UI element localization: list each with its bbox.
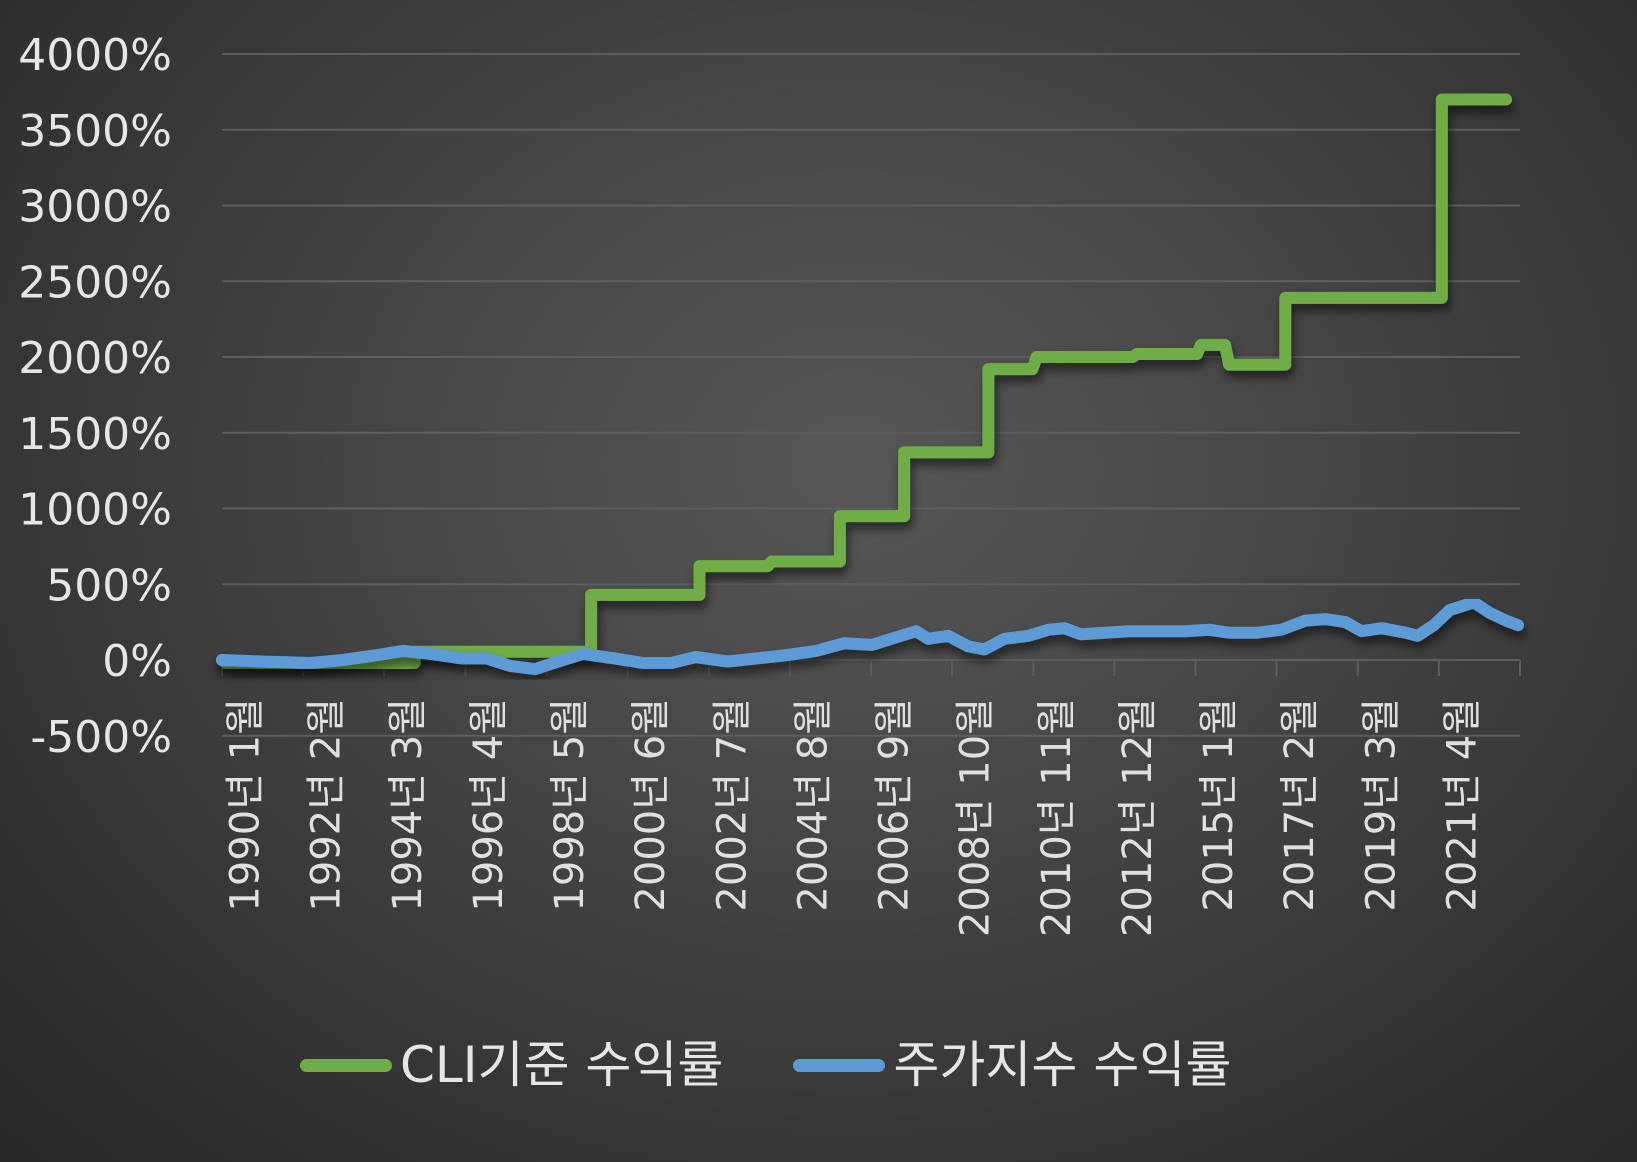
x-tick-label: 2019년 3월	[1358, 698, 1404, 912]
y-tick-label: 500%	[46, 560, 172, 611]
x-tick-label: 1990년 1월	[223, 698, 269, 912]
x-tick-label: 1992년 2월	[304, 698, 350, 912]
x-tick-label: 2000년 6월	[628, 698, 674, 912]
legend-label: CLI기준 수익률	[400, 1036, 724, 1094]
y-tick-label: 1000%	[18, 485, 172, 536]
gridlines	[222, 53, 1520, 737]
legend-item-cli[interactable]: CLI기준 수익률	[300, 1040, 723, 1090]
y-tick-label: 0%	[102, 636, 172, 687]
x-axis: 1990년 1월 1992년 2월 1994년 3월 1996년 4월 1998년 5월…	[221, 660, 1521, 937]
x-tick-label: 2021년 4월	[1439, 698, 1485, 912]
legend-item-index[interactable]: 주가지수 수익률	[793, 1040, 1231, 1090]
y-tick-label: 2500%	[18, 257, 172, 308]
legend-swatch-green-line-icon	[300, 1058, 392, 1072]
x-tick-label: 1998년 5월	[547, 698, 593, 912]
x-tick-label: 2017년 2월	[1277, 698, 1323, 912]
y-tick-label: 3500%	[18, 106, 172, 157]
series-cli-line	[216, 93, 1512, 669]
y-tick-label: 3000%	[18, 182, 172, 233]
x-tick-label: 2008년 10월	[953, 698, 999, 937]
y-tick-label: 2000%	[18, 333, 172, 384]
legend-swatch-blue-line-icon	[793, 1058, 886, 1072]
legend: CLI기준 수익률 주가지수 수익률	[300, 1040, 1231, 1090]
y-tick-label: 4000%	[18, 30, 172, 81]
series-index-line	[216, 596, 1524, 676]
y-tick-label: 1500%	[18, 409, 172, 460]
x-tick-label: 2010년 11월	[1034, 698, 1080, 937]
x-tick-label: 2004년 8월	[790, 698, 836, 912]
y-tick-label: -500%	[30, 712, 172, 763]
x-tick-label: 2002년 7월	[709, 698, 755, 912]
x-tick-label: 2006년 9월	[872, 698, 918, 912]
y-axis: 4000% 3500% 3000% 2500% 2000% 1500% 1000% 500% 0…	[18, 30, 172, 763]
x-tick-label: 1994년 3월	[385, 698, 431, 912]
x-tick-label: 2012년 12월	[1115, 698, 1161, 937]
series-lines	[216, 93, 1524, 676]
legend-label: 주가지수 수익률	[893, 1036, 1232, 1094]
x-tick-label: 1996년 4월	[466, 698, 512, 912]
x-tick-label: 2015년 1월	[1196, 698, 1242, 912]
